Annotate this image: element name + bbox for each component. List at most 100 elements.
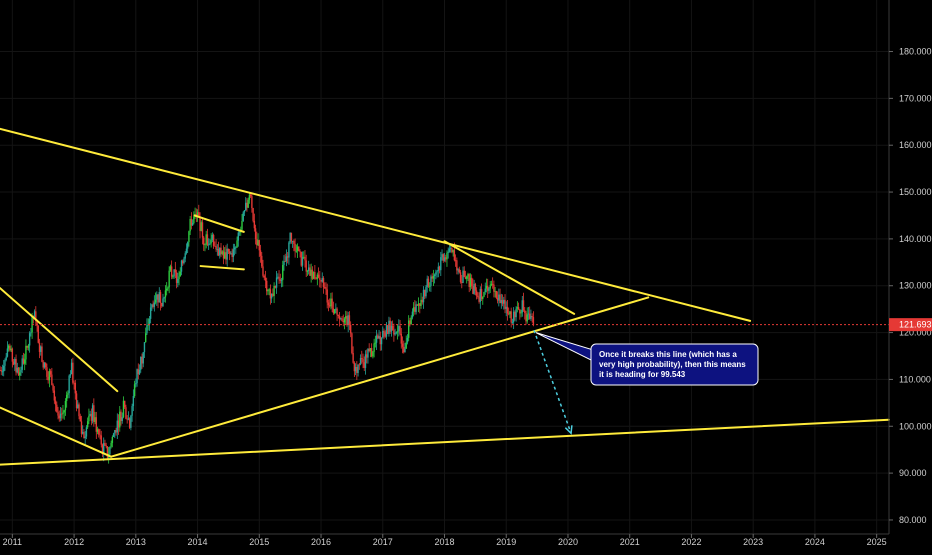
candle-body: [298, 246, 300, 252]
trendlines-layer[interactable]: [0, 127, 890, 466]
candle-body: [474, 283, 477, 291]
annotation-callout[interactable]: Once it breaks this line (which has a ve…: [535, 332, 759, 386]
candle-body: [527, 313, 530, 315]
candle-body: [26, 345, 28, 348]
candle-body: [357, 364, 359, 373]
candle-body: [180, 260, 183, 272]
y-tick-label: 160.000: [899, 140, 932, 150]
candle-body: [217, 249, 220, 256]
candle-body: [320, 280, 322, 282]
candle-body: [110, 442, 112, 447]
candle-body: [438, 266, 441, 271]
candle-body: [359, 358, 362, 365]
candle-body: [522, 300, 525, 311]
candle-body: [419, 303, 421, 306]
candle-body: [203, 237, 205, 245]
candle-body: [294, 243, 296, 251]
candle-body: [20, 369, 22, 373]
candle-body: [420, 299, 422, 306]
candle-body: [238, 232, 241, 234]
x-tick-label: 2015: [249, 537, 269, 547]
candle-body: [258, 240, 260, 251]
y-axis[interactable]: 80.000 90.000 100.000 110.000 120.000 130.000…: [888, 0, 932, 534]
candle-body: [128, 418, 131, 428]
candle-body: [485, 285, 488, 289]
candle-body: [206, 234, 209, 245]
candle-body: [311, 269, 314, 279]
y-tick-label: 120.000: [899, 328, 932, 338]
trendline[interactable]: [193, 214, 245, 233]
candle-body: [158, 292, 160, 303]
candle-body: [122, 400, 125, 418]
candle-body: [173, 269, 175, 277]
callout-box[interactable]: [590, 343, 759, 386]
candle-body: [10, 348, 12, 351]
candle-body: [503, 299, 505, 304]
candle-body: [262, 266, 264, 276]
candle-body: [387, 325, 389, 334]
candle-body: [268, 289, 270, 291]
candle-body: [490, 283, 493, 286]
candle-body: [317, 274, 320, 278]
candle-body: [290, 232, 293, 242]
candle-body: [146, 325, 148, 334]
candle-body: [195, 214, 198, 216]
candle-body: [325, 287, 327, 290]
candle-body: [3, 365, 5, 372]
candle-body: [15, 358, 17, 373]
candle-body: [291, 240, 294, 242]
candle-body: [310, 269, 312, 276]
candle-body: [479, 288, 482, 302]
trendline[interactable]: [199, 265, 245, 271]
candle-body: [132, 396, 135, 407]
trendline[interactable]: [0, 418, 890, 466]
trendline[interactable]: [0, 127, 752, 322]
candle-body: [133, 384, 136, 397]
candle-body: [433, 274, 436, 277]
trendline[interactable]: [443, 240, 576, 315]
projection-arrow-line: [533, 329, 572, 434]
candle-body: [51, 374, 53, 385]
candle-body: [316, 274, 319, 280]
x-tick-label: 2014: [188, 537, 208, 547]
candle-body: [300, 251, 302, 266]
candle-body: [459, 272, 462, 282]
candle-body: [199, 217, 201, 231]
candle-body: [70, 362, 73, 375]
candle-body: [531, 316, 533, 318]
candle-body: [14, 358, 16, 365]
candle-body: [138, 369, 141, 375]
candle-body: [226, 248, 228, 260]
candle-body: [437, 266, 440, 272]
candle-body: [510, 311, 512, 323]
candle-body: [207, 244, 210, 246]
candle-body: [327, 302, 330, 306]
candle-body: [436, 271, 438, 273]
candle-body: [321, 278, 323, 282]
candle-body: [78, 404, 80, 417]
candle-body: [469, 277, 472, 287]
trendline[interactable]: [110, 296, 650, 458]
candle-body: [241, 221, 243, 230]
candle-body: [103, 443, 105, 455]
x-axis[interactable]: 2011 2012 2013 2014 2015 2016 2017 2018 2019 2020…: [0, 533, 889, 547]
candle-body: [384, 332, 386, 337]
candle-body: [219, 247, 221, 256]
candle-body: [216, 249, 219, 250]
trendline[interactable]: [0, 287, 119, 393]
candle-body: [9, 345, 11, 351]
trendline[interactable]: [0, 406, 113, 458]
candle-body: [254, 228, 257, 240]
candle-body: [391, 325, 394, 331]
candle-body: [451, 247, 453, 253]
candle-body: [243, 210, 246, 213]
candle-body: [494, 290, 496, 292]
candle-body: [96, 429, 99, 432]
candle-body: [480, 288, 483, 300]
x-tick-label: 2019: [496, 537, 516, 547]
candle-body: [16, 367, 18, 373]
candle-body: [246, 202, 248, 208]
candle-body: [49, 371, 52, 375]
